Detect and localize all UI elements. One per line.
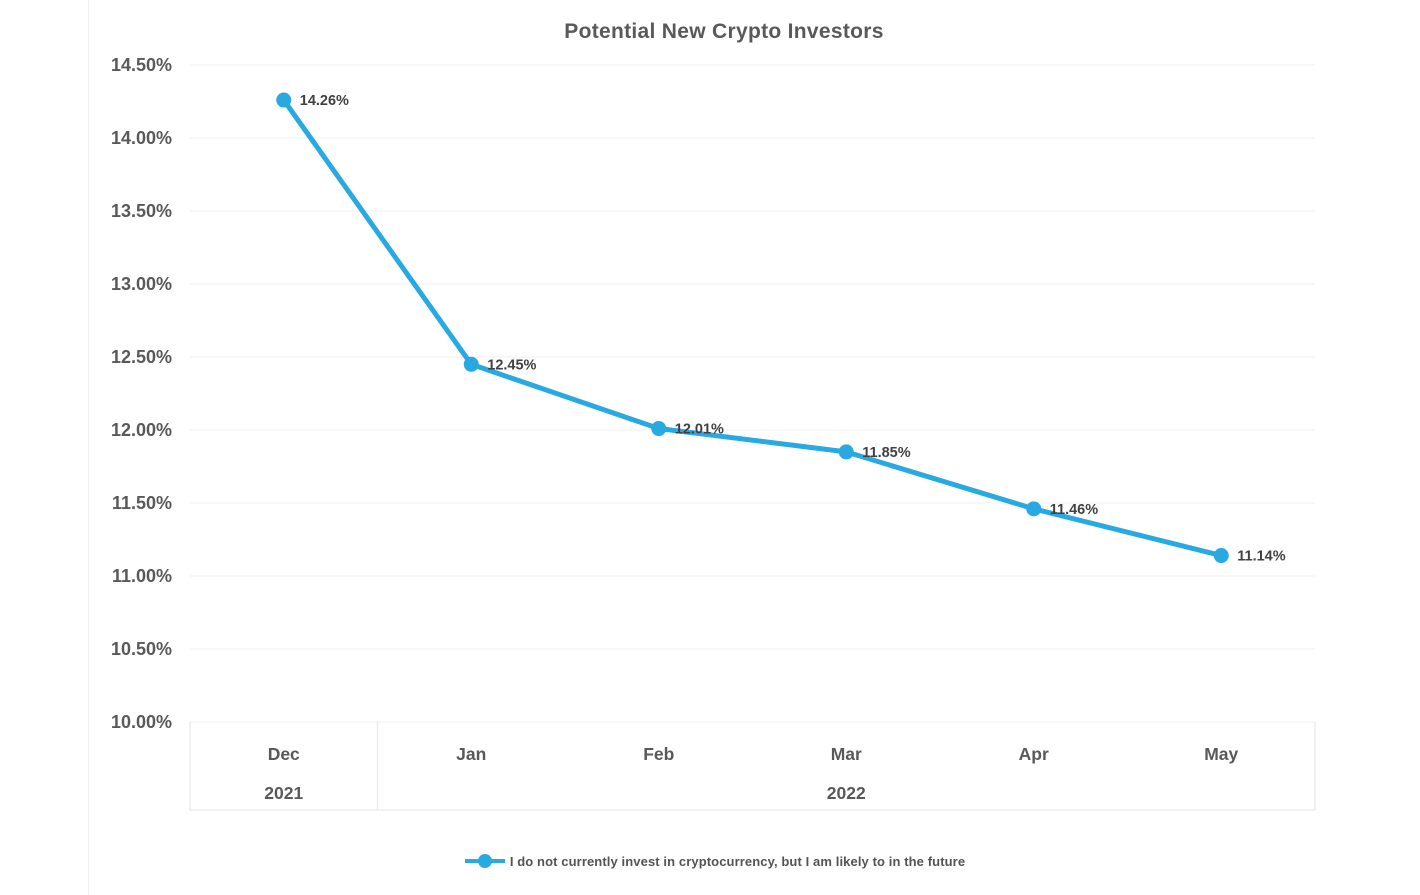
y-tick-label: 12.50%: [111, 347, 172, 367]
legend: I do not currently invest in cryptocurre…: [0, 852, 1420, 870]
y-tick-label: 10.00%: [111, 712, 172, 732]
card-left-border: [88, 0, 89, 895]
y-tick-label: 12.00%: [111, 420, 172, 440]
data-point-label: 12.01%: [675, 422, 724, 438]
legend-marker-icon: [464, 854, 505, 868]
data-point-label: 12.45%: [487, 357, 536, 373]
month-label: Jan: [456, 744, 486, 764]
month-label: Dec: [268, 744, 300, 764]
data-point: [276, 92, 292, 108]
y-tick-label: 13.00%: [111, 274, 172, 294]
month-label: Apr: [1019, 744, 1049, 764]
chart-title: Potential New Crypto Investors: [564, 20, 884, 43]
data-point-label: 14.26%: [300, 93, 349, 109]
data-point: [1213, 548, 1229, 564]
data-point: [838, 444, 854, 460]
data-point: [463, 356, 479, 372]
data-point-label: 11.46%: [1050, 502, 1098, 518]
y-tick-label: 11.00%: [112, 566, 172, 586]
y-tick-label: 11.50%: [112, 493, 172, 513]
legend-label: I do not currently invest in cryptocurre…: [509, 853, 966, 869]
y-tick-label: 14.50%: [111, 55, 172, 75]
y-tick-label: 14.00%: [111, 128, 172, 148]
data-point: [1026, 501, 1042, 517]
month-label: May: [1204, 744, 1238, 764]
month-label: Feb: [643, 744, 674, 764]
y-tick-label: 13.50%: [111, 201, 172, 221]
y-tick-label: 10.50%: [111, 639, 172, 659]
year-label: 2022: [827, 783, 866, 803]
month-label: Mar: [831, 744, 862, 764]
trend-line: [281, 97, 1224, 559]
data-point-label: 11.85%: [862, 445, 910, 461]
data-point-label: 11.14%: [1237, 549, 1285, 565]
data-point: [651, 421, 667, 437]
year-label: 2021: [264, 783, 303, 803]
